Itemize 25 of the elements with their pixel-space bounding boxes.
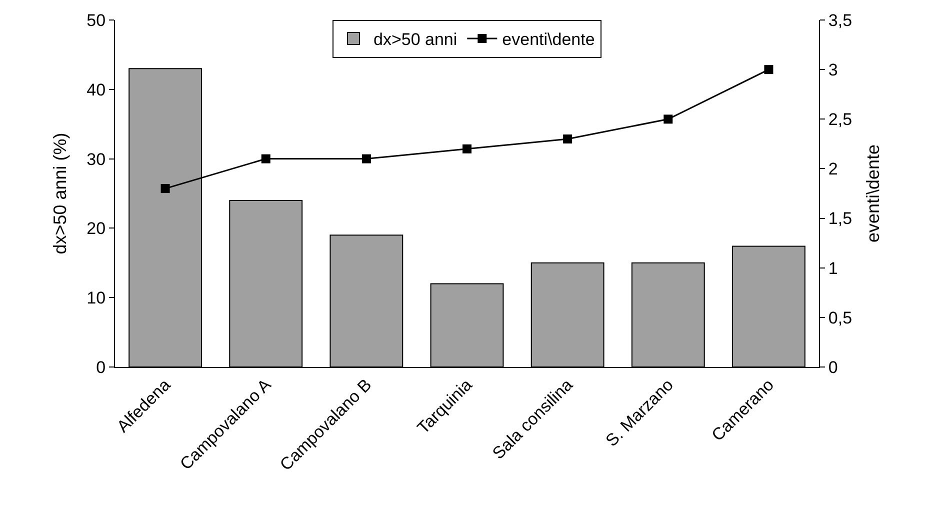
y2-axis-title: eventi\dente <box>863 144 884 243</box>
y2-tick-label: 0 <box>828 358 838 377</box>
y-tick-label: 50 <box>86 10 106 30</box>
point <box>160 184 170 194</box>
point <box>261 154 270 164</box>
y2-tick-label: 2,5 <box>828 110 852 130</box>
y-tick-label: 30 <box>86 150 106 169</box>
point <box>563 134 572 144</box>
y2-tick-label: 1 <box>828 258 838 278</box>
legend-label: dx>50 anni <box>374 30 458 50</box>
point <box>764 65 774 74</box>
point <box>462 144 472 154</box>
y-tick-label: 10 <box>86 288 106 308</box>
point <box>664 114 673 124</box>
legend-label: eventi\dente <box>502 30 595 50</box>
y-tick-label: 0 <box>96 358 106 377</box>
y2-tick-label: 0,5 <box>828 308 852 328</box>
y-axis-title: dx>50 anni (%) <box>50 132 70 254</box>
y2-tick-label: 1,5 <box>828 209 852 228</box>
y-tick-label: 40 <box>86 80 106 100</box>
point <box>362 154 371 164</box>
y-tick-label: 20 <box>86 219 106 238</box>
y2-tick-label: 3 <box>828 60 838 80</box>
y2-tick-label: 3,5 <box>828 10 852 30</box>
y2-tick-label: 2 <box>828 160 838 179</box>
